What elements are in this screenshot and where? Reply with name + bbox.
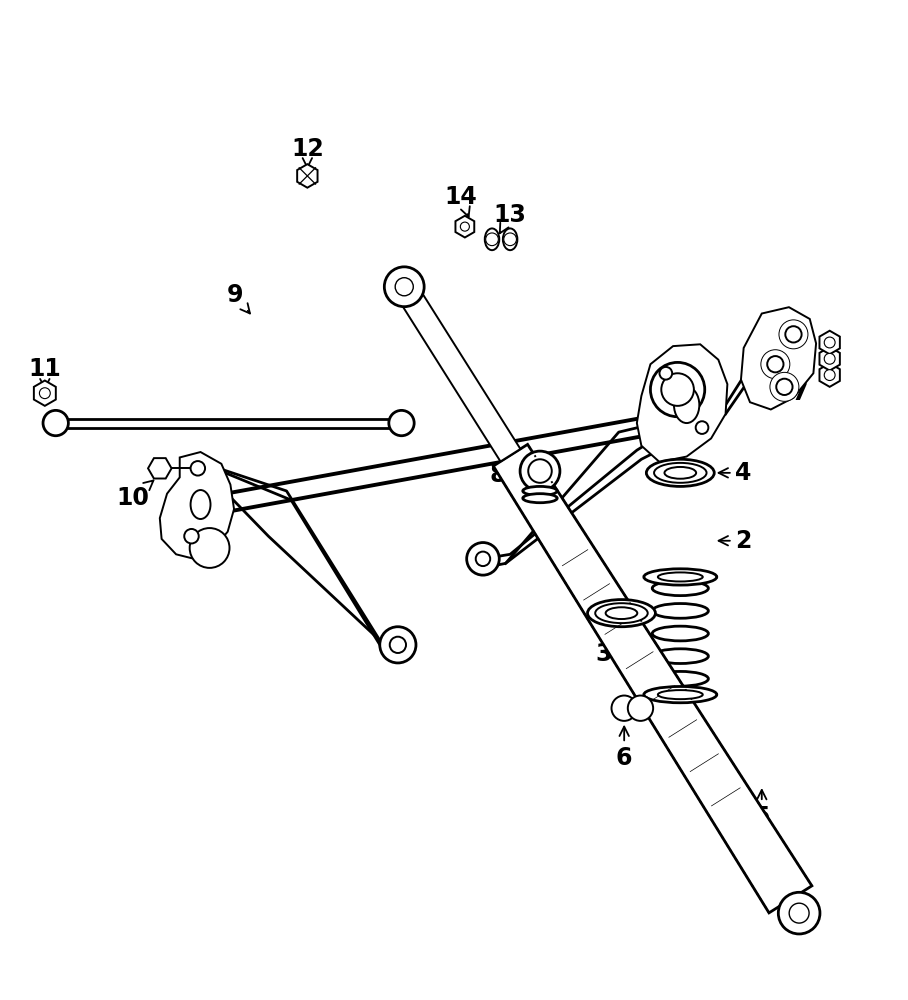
Ellipse shape bbox=[652, 649, 708, 664]
Ellipse shape bbox=[652, 626, 708, 641]
Circle shape bbox=[384, 267, 424, 307]
Ellipse shape bbox=[646, 459, 715, 486]
Text: 1: 1 bbox=[774, 862, 790, 897]
Ellipse shape bbox=[652, 581, 708, 596]
Circle shape bbox=[785, 326, 802, 342]
Circle shape bbox=[824, 370, 835, 381]
Ellipse shape bbox=[596, 603, 647, 623]
Ellipse shape bbox=[652, 604, 708, 618]
Ellipse shape bbox=[523, 494, 558, 503]
Ellipse shape bbox=[644, 686, 716, 703]
Polygon shape bbox=[493, 444, 812, 913]
Text: 10: 10 bbox=[116, 480, 153, 510]
Circle shape bbox=[789, 903, 809, 923]
Polygon shape bbox=[297, 164, 318, 188]
Circle shape bbox=[611, 696, 637, 721]
Polygon shape bbox=[741, 307, 816, 409]
Text: 14: 14 bbox=[445, 185, 478, 217]
Text: 3: 3 bbox=[595, 624, 617, 666]
Text: 6: 6 bbox=[616, 727, 633, 770]
Ellipse shape bbox=[606, 607, 637, 619]
Ellipse shape bbox=[191, 490, 211, 519]
Circle shape bbox=[824, 337, 835, 348]
Circle shape bbox=[395, 278, 413, 296]
Text: 9: 9 bbox=[227, 283, 250, 313]
Circle shape bbox=[696, 421, 708, 434]
Text: 11: 11 bbox=[28, 357, 61, 388]
Circle shape bbox=[389, 410, 414, 436]
Circle shape bbox=[190, 528, 230, 568]
Text: 8: 8 bbox=[489, 463, 524, 487]
Polygon shape bbox=[160, 452, 234, 559]
Ellipse shape bbox=[587, 600, 656, 627]
Circle shape bbox=[767, 356, 784, 372]
Text: 13: 13 bbox=[494, 203, 527, 233]
Ellipse shape bbox=[644, 569, 716, 585]
Ellipse shape bbox=[658, 572, 703, 581]
Ellipse shape bbox=[665, 467, 696, 479]
Ellipse shape bbox=[654, 463, 706, 483]
Circle shape bbox=[476, 552, 490, 566]
Circle shape bbox=[43, 410, 68, 436]
Circle shape bbox=[661, 373, 694, 406]
Circle shape bbox=[504, 233, 517, 246]
Circle shape bbox=[779, 320, 808, 349]
Circle shape bbox=[778, 892, 820, 934]
Ellipse shape bbox=[485, 228, 499, 250]
Circle shape bbox=[650, 362, 705, 417]
Circle shape bbox=[39, 388, 50, 399]
Ellipse shape bbox=[503, 228, 518, 250]
Text: 4: 4 bbox=[718, 461, 752, 485]
Circle shape bbox=[380, 627, 416, 663]
Circle shape bbox=[390, 637, 406, 653]
Ellipse shape bbox=[674, 387, 699, 423]
Text: 12: 12 bbox=[291, 137, 324, 168]
Text: 5: 5 bbox=[754, 790, 770, 829]
Ellipse shape bbox=[658, 690, 703, 699]
Circle shape bbox=[191, 461, 205, 476]
Polygon shape bbox=[637, 344, 727, 462]
Polygon shape bbox=[820, 347, 840, 371]
Circle shape bbox=[659, 367, 672, 380]
Text: 2: 2 bbox=[718, 529, 752, 553]
Polygon shape bbox=[394, 280, 520, 461]
Circle shape bbox=[770, 372, 799, 401]
Circle shape bbox=[761, 350, 790, 379]
Polygon shape bbox=[148, 458, 172, 479]
Circle shape bbox=[460, 222, 469, 231]
Circle shape bbox=[528, 459, 552, 483]
Polygon shape bbox=[34, 381, 55, 406]
Ellipse shape bbox=[523, 486, 558, 495]
Polygon shape bbox=[820, 363, 840, 387]
Circle shape bbox=[486, 233, 498, 246]
Circle shape bbox=[824, 353, 835, 364]
Text: 7: 7 bbox=[785, 378, 808, 405]
Circle shape bbox=[627, 696, 653, 721]
Polygon shape bbox=[820, 331, 840, 354]
Circle shape bbox=[776, 379, 793, 395]
Polygon shape bbox=[456, 216, 474, 237]
Circle shape bbox=[184, 529, 199, 543]
Circle shape bbox=[467, 543, 499, 575]
Ellipse shape bbox=[652, 671, 708, 686]
Circle shape bbox=[520, 451, 560, 491]
